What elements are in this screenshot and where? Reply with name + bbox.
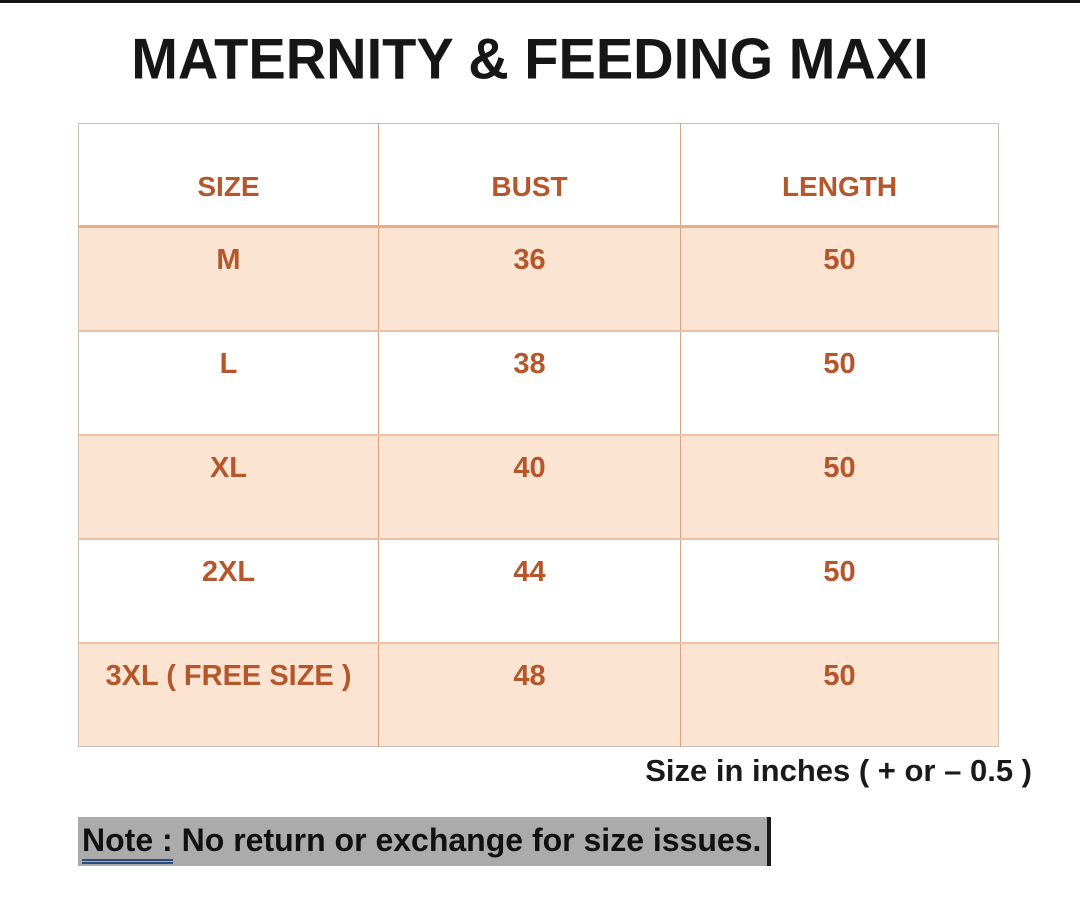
cell-bust: 44 [378,537,681,643]
header-cell-size: SIZE [78,123,379,228]
cell-length: 50 [680,433,999,539]
cell-size: XL [78,433,379,539]
cell-length: 50 [680,226,999,331]
page-title: MATERNITY & FEEDING MAXI [131,26,929,91]
cell-length: 50 [680,641,999,747]
cell-bust: 38 [378,329,681,435]
cell-bust: 40 [378,433,681,539]
header-cell-bust: BUST [378,123,681,228]
table-row: L 38 50 [78,329,999,435]
cell-bust: 48 [378,641,681,747]
cell-length: 50 [680,329,999,435]
cell-size: 3XL ( FREE SIZE ) [78,641,379,747]
table-row: XL 40 50 [78,433,999,539]
size-chart-table: SIZE BUST LENGTH M 36 50 L 38 50 XL 40 5… [78,123,999,747]
cell-bust: 36 [378,226,681,331]
table-row: M 36 50 [78,226,999,331]
size-unit-caption: Size in inches ( + or – 0.5 ) [645,753,1032,788]
note-label: Note : [82,822,173,864]
header-row: SIZE BUST LENGTH [78,123,999,228]
top-edge-bar [0,0,1080,3]
cell-size: M [78,226,379,331]
cell-length: 50 [680,537,999,643]
table-row: 3XL ( FREE SIZE ) 48 50 [78,641,999,747]
cell-size: L [78,329,379,435]
table-row: 2XL 44 50 [78,537,999,643]
note-text: No return or exchange for size issues. [181,822,762,858]
header-cell-length: LENGTH [680,123,999,228]
note-banner: Note : No return or exchange for size iss… [78,817,772,866]
cell-size: 2XL [78,537,379,643]
